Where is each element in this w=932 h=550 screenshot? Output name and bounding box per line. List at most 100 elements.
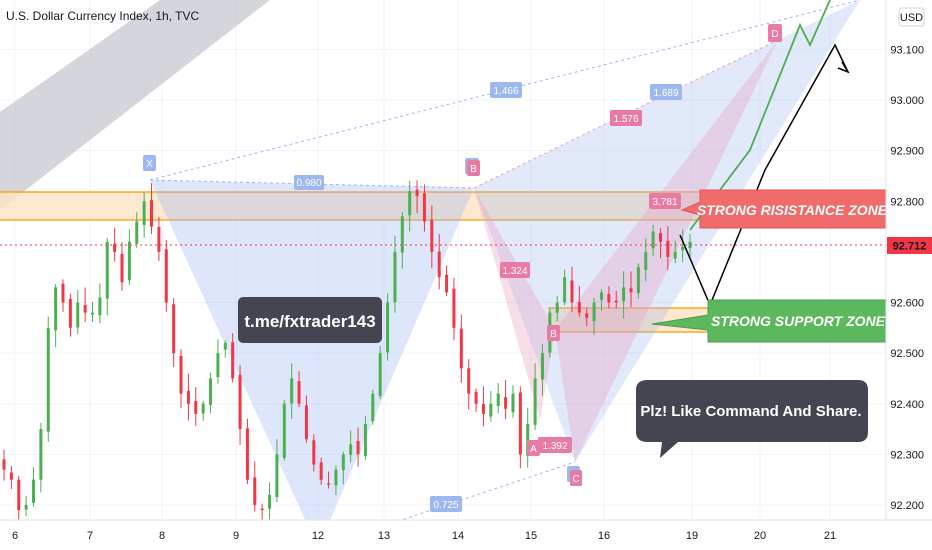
candle-body [474,391,478,404]
telegram-callout-text: t.me/fxtrader143 [244,312,375,331]
candle-body [312,440,316,465]
telegram-callout: t.me/fxtrader143 [238,297,382,343]
pink-pattern-left [474,188,555,420]
candle-body [9,472,13,480]
candle-body [445,274,449,293]
candle-body [39,429,43,480]
y-tick-label: 92.900 [890,146,924,158]
candle-body [209,378,213,405]
candle-body [334,469,338,486]
candle-body [54,287,58,331]
candle-body [164,249,168,303]
current-price-tag-text: 92.712 [893,241,927,253]
candle-body [83,305,87,313]
candle-body [526,424,530,456]
candle-body [658,232,662,242]
candle-body [585,313,589,318]
candle-body [275,454,279,497]
candle-body [113,243,117,252]
candle-body [489,403,493,417]
candle-body [592,302,596,322]
pattern-point-c-label: C [572,474,579,485]
price-axis-bg [886,0,932,550]
candle-body [400,216,404,253]
candle-body [76,302,80,328]
ratio-label-0980-text: 0.980 [296,178,321,189]
candle-body [496,393,500,407]
resistance-callout-text: STRONG RISISTANCE ZONE [697,202,888,218]
candle-body [46,327,50,432]
x-tick-label: 20 [754,530,766,542]
candle-body [186,390,190,404]
ratio-label-1576-text: 1.576 [613,114,638,125]
y-tick-label: 92.400 [890,399,924,411]
pattern-point-a2-label: A [530,444,537,455]
like-callout: Plz! Like Command And Share. [636,380,868,458]
candle-body [150,200,154,227]
candle-body [673,251,677,259]
x-tick-label: 7 [87,530,93,542]
candle-body [629,288,633,293]
currency-button[interactable]: USD [898,7,925,27]
pattern-point-a-pink: A [527,440,540,456]
x-tick-label: 19 [686,530,698,542]
candle-body [61,283,65,303]
x-tick-label: 9 [233,530,239,542]
pattern-point-d-label: D [771,29,778,40]
pattern-point-d: D [768,24,782,42]
candle-body [216,353,220,378]
candle-body [651,231,655,249]
candle-body [24,505,28,510]
candle-body [201,403,205,414]
y-tick-label: 92.500 [890,348,924,360]
support-callout-text: STRONG SUPPORT ZONE [711,313,886,329]
projection-black-arrowhead [837,61,850,74]
ratio-label-1324: 1.324 [500,262,530,278]
candle-body [172,304,176,354]
candle-body [260,508,264,511]
candle-body [378,353,382,397]
candle-body [341,454,345,471]
ratio-label-3781-text: 3.781 [652,197,677,208]
x-tick-label: 14 [452,530,464,542]
candle-body [430,219,434,252]
candle-body [540,353,544,380]
resistance-callout: STRONG RISISTANCE ZONE [680,189,888,229]
candle-body [422,193,426,222]
candle-body [415,189,419,197]
candle-body [2,459,6,470]
candle-body [467,368,471,394]
candle-body [319,462,323,480]
candle-body [518,392,522,455]
candle-body [607,294,611,303]
candle-body [253,477,257,505]
candle-body [17,479,21,511]
x-tick-label: 15 [525,530,537,542]
pattern-point-b1-label: B [470,164,477,175]
x-tick-label: 8 [159,530,165,542]
candle-body [98,297,102,316]
y-tick-label: 93.000 [890,95,924,107]
candle-body [120,253,124,283]
candle-body [614,300,618,303]
candle-body [194,401,198,414]
current-price-tag: 92.712 [887,237,932,254]
candle-body [459,328,463,369]
ratio-label-0980: 0.980 [294,175,324,190]
candle-body [245,428,249,480]
ratio-label-1392: 1.392 [538,437,572,453]
candle-body [408,191,412,216]
like-callout-text: Plz! Like Command And Share. [640,403,861,420]
y-tick-label: 92.800 [890,196,924,208]
candle-body [681,246,685,251]
y-tick-label: 93.100 [890,44,924,56]
candle-body [452,288,456,328]
ratio-label-1576: 1.576 [610,110,642,126]
pattern-point-x-label: X [146,159,153,170]
candle-body [644,251,648,270]
candle-body [636,267,640,294]
candle-body [127,241,131,281]
ratio-label-1392-text: 1.392 [542,441,567,452]
ratio-label-1466-text: 1.466 [493,86,518,97]
